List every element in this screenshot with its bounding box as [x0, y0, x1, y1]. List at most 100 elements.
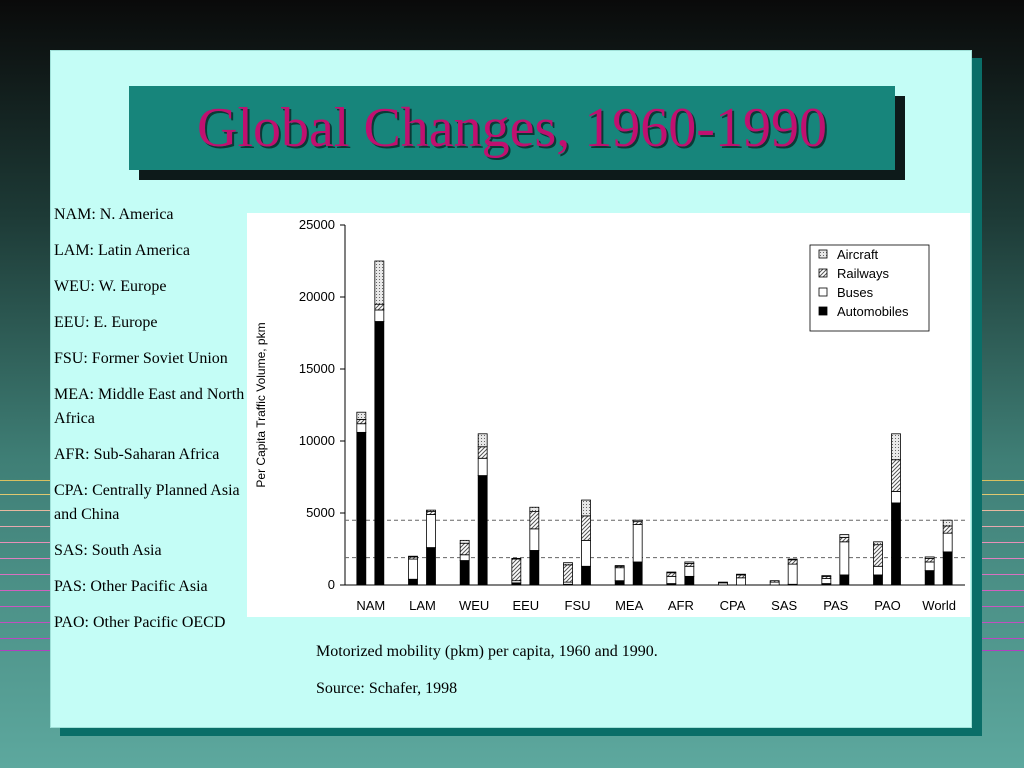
bar-segment-buses	[769, 581, 780, 586]
title-banner: Global Changes, 1960-1990	[129, 86, 895, 170]
region-legend-item: PAO: Other Pacific OECD	[54, 614, 226, 631]
bar-segment-automobiles	[408, 578, 418, 586]
bar-segment-railways	[581, 515, 591, 541]
bar-segment-buses	[666, 575, 677, 584]
bar-segment-automobiles	[614, 580, 625, 586]
x-tick-label: LAM	[409, 598, 436, 613]
bar-segment-buses	[374, 309, 385, 322]
bar-segment-automobiles	[839, 574, 850, 586]
bar-segment-buses	[477, 457, 488, 476]
region-legend-item: PAS: Other Pacific Asia	[54, 578, 208, 595]
bar-segment-buses	[736, 577, 746, 586]
region-legend-item: NAM: N. America	[54, 206, 174, 223]
slide-title: Global Changes, 1960-1990	[197, 97, 827, 159]
chart-panel: 0 5000 10000 15000 20000 25000 Per Capita Traf…	[247, 213, 970, 617]
bar-segment-railways	[718, 581, 728, 584]
y-tick-label: 10000	[299, 433, 335, 448]
bar-segment-automobiles	[529, 550, 540, 586]
bar-segment-buses	[356, 423, 367, 433]
bar-segment-railways	[787, 559, 798, 565]
bar-segment-railways	[736, 574, 746, 579]
bar-segment-buses	[873, 565, 883, 576]
bar-segment-automobiles	[374, 321, 385, 586]
bar-segment-buses	[942, 532, 953, 553]
chart-legend-box	[809, 244, 930, 332]
bar-segment-aircraft	[891, 433, 901, 461]
bar-segment-aircraft	[736, 573, 746, 576]
bar-segment-buses	[426, 514, 436, 548]
bar-segment-automobiles	[891, 502, 901, 586]
y-tick-label: 20000	[299, 289, 335, 304]
bar-segment-aircraft	[614, 565, 625, 567]
bar-segment-aircraft	[563, 562, 573, 566]
bar-segment-aircraft	[632, 519, 643, 523]
bar-segment-aircraft	[374, 260, 385, 305]
x-tick-label: AFR	[668, 598, 694, 613]
y-tick-label: 0	[328, 577, 335, 592]
region-legend-item: WEU: W. Europe	[54, 278, 167, 295]
region-legend: NAM: N. America LAM: Latin America WEU: …	[54, 203, 248, 647]
bar-segment-aircraft	[477, 433, 488, 448]
y-tick-label: 15000	[299, 361, 335, 376]
chart-caption: Motorized mobility (pkm) per capita, 196…	[316, 640, 658, 714]
y-axis-label: Per Capita Traffic Volume, pkm	[254, 322, 268, 487]
x-tick-label: NAM	[356, 598, 385, 613]
x-tick-label: SAS	[771, 598, 797, 613]
y-tick-label: 25000	[299, 217, 335, 232]
legend-swatch-automobiles	[818, 306, 828, 316]
x-tick-label: WEU	[459, 598, 489, 613]
bar-segment-buses	[529, 528, 540, 551]
bar-segment-railways	[426, 511, 436, 515]
bar-segment-automobiles	[581, 565, 591, 586]
bar-segment-buses	[787, 563, 798, 585]
bar-segment-aircraft	[924, 556, 935, 559]
region-legend-item: LAM: Latin America	[54, 242, 190, 259]
bar-segment-aircraft	[839, 534, 850, 538]
bar-segment-railways	[942, 525, 953, 534]
bar-segment-automobiles	[632, 561, 643, 586]
bar-segment-buses	[839, 541, 850, 576]
bar-segment-aircraft	[529, 506, 540, 512]
region-legend-item: FSU: Former Soviet Union	[54, 350, 228, 367]
legend-swatch-railways	[818, 268, 828, 278]
bar-segment-aircraft	[873, 541, 883, 546]
bar-segment-railways	[769, 580, 780, 583]
bar-segment-railways	[563, 564, 573, 583]
region-legend-item: AFR: Sub-Saharan Africa	[54, 446, 220, 463]
legend-label: Automobiles	[837, 304, 909, 319]
bar-segment-railways	[891, 459, 901, 492]
bar-segment-buses	[924, 561, 935, 571]
bar-segment-buses	[821, 578, 832, 584]
x-tick-label: EEU	[512, 598, 539, 613]
bar-segment-buses	[891, 490, 901, 504]
bar-segment-automobiles	[459, 560, 470, 586]
region-legend-item: CPA: Centrally Planned Asia and China	[54, 482, 240, 523]
bar-segment-buses	[459, 554, 470, 561]
bar-segment-railways	[632, 521, 643, 525]
legend-label: Railways	[837, 266, 890, 281]
bar-segment-automobiles	[873, 574, 883, 586]
bar-segment-aircraft	[356, 411, 367, 420]
region-legend-item: EEU: E. Europe	[54, 314, 158, 331]
bar-segment-aircraft	[787, 558, 798, 561]
bar-segment-automobiles	[942, 551, 953, 586]
bar-segment-buses	[581, 539, 591, 567]
x-tick-label: CPA	[720, 598, 746, 613]
bar-segment-railways	[839, 537, 850, 543]
traffic-volume-chart: 0 5000 10000 15000 20000 25000 Per Capita Traf…	[254, 217, 965, 613]
caption-text: Motorized mobility (pkm) per capita, 196…	[316, 643, 658, 660]
bar-segment-railways	[924, 557, 935, 563]
x-tick-label: PAO	[874, 598, 901, 613]
bar-segment-railways	[666, 572, 677, 577]
bar-segment-aircraft	[821, 575, 832, 577]
bar-segment-buses	[614, 567, 625, 582]
bar-segment-automobiles	[356, 431, 367, 586]
x-tick-label: PAS	[823, 598, 848, 613]
bar-segment-railways	[511, 558, 522, 582]
region-legend-item: SAS: South Asia	[54, 542, 162, 559]
bar-segment-railways	[684, 562, 695, 567]
y-tick-label: 5000	[306, 505, 335, 520]
bar-segment-buses	[408, 558, 418, 580]
bar-segment-aircraft	[684, 561, 695, 564]
bar-segment-railways	[356, 418, 367, 425]
